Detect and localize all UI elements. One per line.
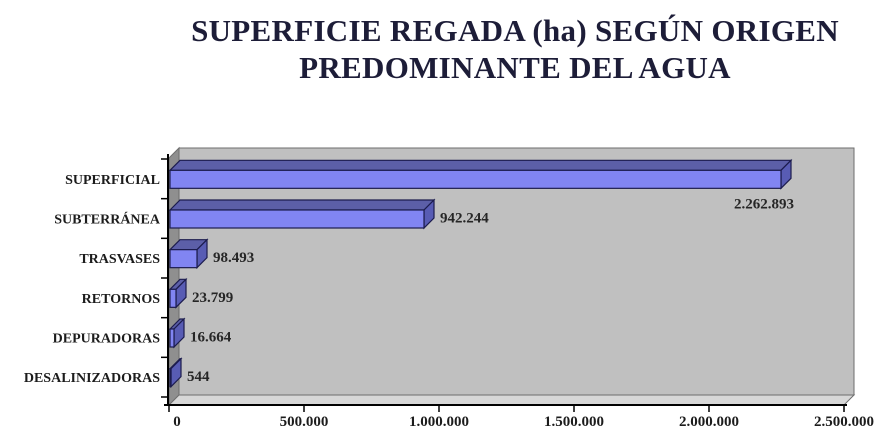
category-label-trasvases: TRASVASES bbox=[79, 252, 160, 267]
value-tick-label: 2.500.000 bbox=[814, 414, 874, 430]
bar-front-face bbox=[169, 169, 782, 189]
bar-superficial bbox=[168, 158, 793, 190]
value-label-desalinizadoras: 544 bbox=[187, 369, 210, 385]
category-label-retornos: RETORNOS bbox=[82, 292, 161, 307]
chart-title: SUPERFICIE REGADA (ha) SEGÚN ORIGEN PRED… bbox=[145, 12, 885, 86]
bar-top-face bbox=[168, 199, 436, 211]
category-label-desalinizadoras: DESALINIZADORAS bbox=[24, 371, 160, 386]
category-label-subterranea: SUBTERRÁNEA bbox=[54, 211, 161, 228]
value-label-trasvases: 98.493 bbox=[213, 250, 254, 266]
value-tick-label: 500.000 bbox=[280, 414, 329, 430]
value-label-superficial: 2.262.893 bbox=[734, 196, 794, 212]
category-label-depuradoras: DEPURADORAS bbox=[53, 332, 161, 347]
bar-depuradoras bbox=[168, 317, 186, 349]
chart-title-line-1: SUPERFICIE REGADA (ha) SEGÚN ORIGEN bbox=[191, 13, 839, 48]
bar-desalinizadoras bbox=[168, 357, 183, 389]
value-label-retornos: 23.799 bbox=[192, 290, 233, 306]
category-label-superficial: SUPERFICIAL bbox=[65, 173, 160, 188]
bar-trasvases bbox=[168, 238, 209, 270]
plot-floor bbox=[167, 394, 856, 406]
value-tick-label: 1.000.000 bbox=[409, 414, 469, 430]
bar-top-face bbox=[168, 159, 793, 171]
bar-subterranea bbox=[168, 198, 436, 230]
bar-front-face bbox=[169, 368, 172, 388]
bar-front-face bbox=[169, 249, 198, 269]
bar-front-face bbox=[169, 328, 175, 348]
chart-title-line-2: PREDOMINANTE DEL AGUA bbox=[299, 50, 731, 85]
bar-retornos bbox=[168, 277, 188, 309]
value-label-depuradoras: 16.664 bbox=[190, 330, 232, 346]
value-label-subterranea: 942.244 bbox=[440, 211, 489, 227]
bar-front-face bbox=[169, 288, 177, 308]
value-tick-label: 1.500.000 bbox=[544, 414, 604, 430]
bar-front-face bbox=[169, 209, 425, 229]
plot-back-wall bbox=[178, 147, 855, 396]
value-tick-label: 0 bbox=[173, 414, 181, 430]
value-tick-label: 2.000.000 bbox=[679, 414, 739, 430]
